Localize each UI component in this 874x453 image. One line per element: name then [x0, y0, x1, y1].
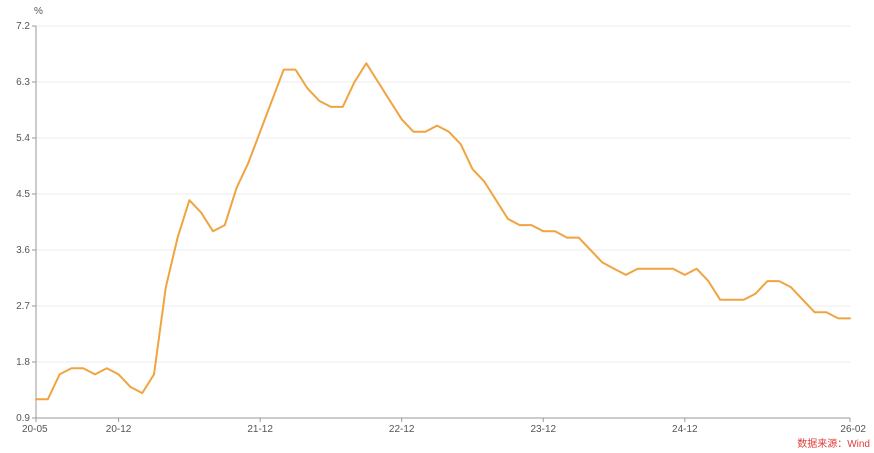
y-tick-label: 1.8 [16, 357, 30, 368]
y-tick-label: 2.7 [16, 301, 30, 312]
x-tick-label: 22-12 [389, 424, 415, 435]
x-tick-label: 23-12 [530, 424, 556, 435]
series-line [35, 62, 851, 401]
x-tick-label: 20-12 [106, 424, 132, 435]
grid-lines [36, 25, 850, 419]
x-tick-label: 21-12 [247, 424, 273, 435]
series-layer [35, 62, 851, 401]
y-tick-label: 7.2 [16, 21, 30, 32]
y-tick-label: 6.3 [16, 77, 30, 88]
y-tick-label: 3.6 [16, 245, 30, 256]
x-axis-ticks: 20-05 20-12 21-12 22-12 23-12 24-12 26-02 [22, 418, 866, 435]
y-tick-label: 5.4 [16, 133, 30, 144]
x-tick-label: 24-12 [672, 424, 698, 435]
y-axis-unit-label: % [34, 6, 43, 17]
x-tick-label: 20-05 [22, 424, 48, 435]
data-source-label: 数据来源：Wind [797, 437, 870, 450]
axes [35, 26, 850, 419]
y-axis-ticks: 0.9 1.8 2.7 3.6 4.5 5.4 6.3 7.2 [16, 21, 36, 424]
y-tick-label: 0.9 [16, 413, 30, 424]
y-tick-label: 4.5 [16, 189, 30, 200]
x-tick-label: 26-02 [840, 424, 866, 435]
